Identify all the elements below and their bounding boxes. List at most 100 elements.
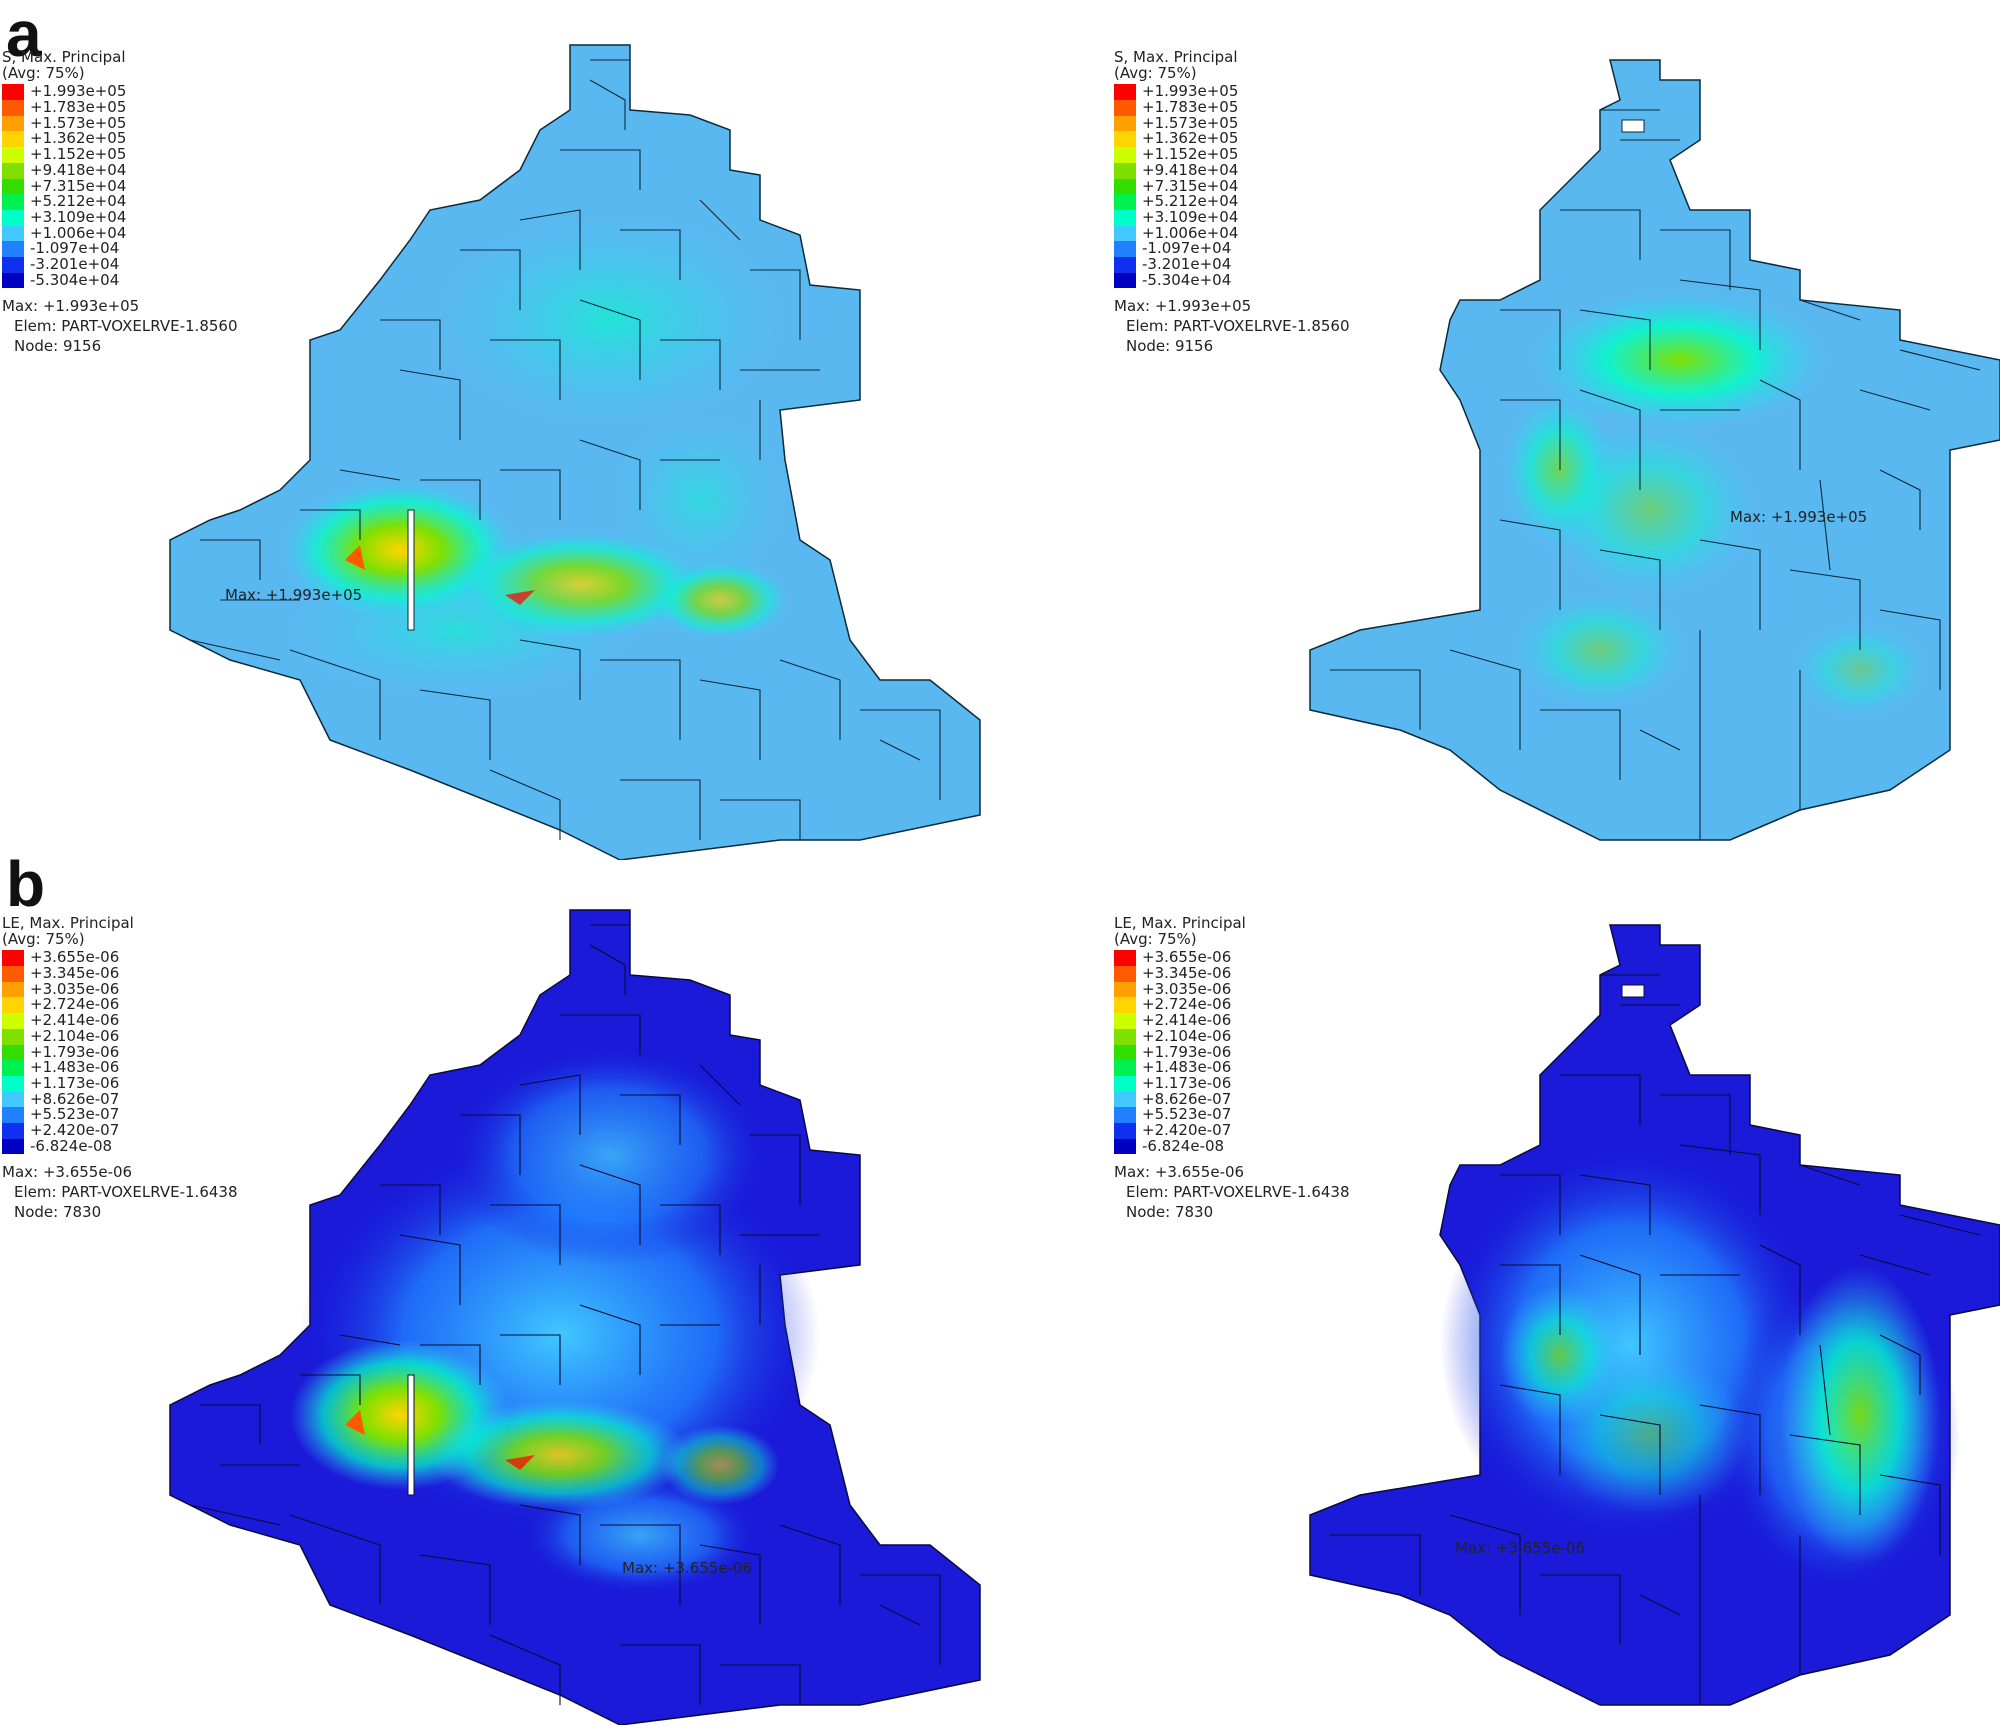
color-scale: +1.993e+05 +1.783e+05 +1.573e+05 +1.362e+05… (1114, 84, 1350, 289)
legend-avg-label: (Avg: 75%) (2, 63, 85, 82)
scale-swatch (1114, 950, 1136, 967)
scale-tick-label: -5.304e+04 (30, 270, 120, 289)
scale-tick-label: +9.418e+04 (1142, 160, 1239, 179)
scale-swatch (1114, 147, 1136, 163)
scale-swatch (1114, 131, 1136, 148)
voxel-model-a-left: Max: +1.993e+05 (160, 40, 990, 860)
scale-row: +8.626e-07 (1114, 1091, 1350, 1108)
scale-tick-label: -5.304e+04 (1142, 270, 1232, 289)
legend-elem-line: Elem: PART-VOXELRVE-1.8560 (1126, 317, 1350, 336)
scale-swatch (1114, 225, 1136, 242)
scale-swatch (1114, 84, 1136, 101)
max-marker-label: Max: +3.655e-06 (622, 1559, 752, 1577)
scale-row: +2.414e-06 (1114, 1012, 1350, 1029)
voxel-model-b-left: Max: +3.655e-06 (160, 905, 990, 1725)
scale-tick-label: +1.006e+04 (1142, 223, 1239, 242)
scale-row: +8.626e-07 (2, 1089, 238, 1108)
scale-swatch (2, 225, 24, 242)
scale-tick-label: +1.793e-06 (1142, 1042, 1232, 1061)
legend-max-line: Max: +3.655e-06 (2, 1163, 133, 1182)
color-scale: +3.655e-06 +3.345e-06 +3.035e-06 +2.724e-06… (2, 950, 238, 1155)
scale-row: +3.655e-06 (2, 950, 238, 967)
legend-elem-line: Elem: PART-VOXELRVE-1.6438 (1126, 1183, 1350, 1202)
scale-row: -6.824e-08 (1114, 1138, 1350, 1155)
scale-swatch (1114, 1091, 1136, 1108)
scale-row: +5.523e-07 (1114, 1107, 1350, 1123)
scale-tick-label: +5.212e+04 (30, 192, 127, 211)
scale-tick-label: +1.793e-06 (30, 1042, 120, 1061)
color-scale: +3.655e-06 +3.345e-06 +3.035e-06 +2.724e-06… (1114, 948, 1350, 1155)
legend-max-line: Max: +1.993e+05 (2, 297, 140, 316)
scale-swatch (1114, 241, 1136, 257)
legend-elem-line: Elem: PART-VOXELRVE-1.8560 (14, 317, 238, 336)
legend-info: Max: +1.993e+05 Elem: PART-VOXELRVE-1.85… (2, 296, 238, 356)
scale-swatch (2, 241, 24, 257)
max-marker-label: Max: +1.993e+05 (1730, 508, 1867, 526)
scale-swatch (2, 1107, 24, 1123)
scale-swatch (2, 1138, 24, 1155)
scale-tick-label: +3.655e-06 (1142, 948, 1232, 967)
scale-swatch (1114, 272, 1136, 289)
scale-row: +3.109e+04 (2, 207, 238, 226)
scale-swatch (2, 1044, 24, 1061)
max-marker-label: Max: +3.655e-06 (1455, 1539, 1585, 1557)
scale-tick-label: +5.523e-07 (1142, 1105, 1232, 1124)
legend-max-line: Max: +1.993e+05 (1114, 297, 1252, 316)
scale-tick-label: +2.104e-06 (1142, 1026, 1232, 1045)
legend-node-line: Node: 9156 (14, 337, 102, 356)
scale-row: -3.201e+04 (1114, 256, 1350, 273)
scale-row: -5.304e+04 (2, 270, 238, 289)
scale-swatch (1114, 1013, 1136, 1029)
legend-node-line: Node: 7830 (1126, 1203, 1214, 1222)
scale-swatch (1114, 178, 1136, 195)
scale-row: +1.783e+05 (2, 99, 238, 116)
legend-a-left: S, Max. Principal (Avg: 75%) +1.993e+05 +… (2, 48, 238, 356)
scale-row: +5.523e-07 (2, 1107, 238, 1123)
scale-tick-label: -1.097e+04 (1142, 239, 1232, 258)
max-marker-label: Max: +1.993e+05 (225, 586, 362, 604)
scale-row: +1.783e+05 (1114, 99, 1350, 116)
scale-row: +1.362e+05 (2, 131, 238, 148)
legend-field-label: S, Max. Principal (2, 48, 126, 66)
scale-tick-label: +1.483e-06 (1142, 1058, 1232, 1077)
scale-swatch (1114, 1138, 1136, 1155)
legend-avg-label: (Avg: 75%) (2, 929, 85, 948)
scale-row: +5.212e+04 (2, 194, 238, 210)
scale-swatch (2, 1060, 24, 1076)
panel-letter-a: a (6, 0, 42, 70)
legend-node-line: Node: 7830 (14, 1203, 102, 1222)
scale-row: +3.345e-06 (1114, 965, 1350, 982)
legend-b-left: LE, Max. Principal (Avg: 75%) +3.655e-06… (2, 915, 238, 1222)
scale-tick-label: +2.724e-06 (30, 995, 120, 1014)
scale-tick-label: +1.173e-06 (1142, 1073, 1232, 1092)
scale-swatch (2, 950, 24, 967)
scale-tick-label: +1.362e+05 (1142, 129, 1239, 148)
legend-b-right: LE, Max. Principal (Avg: 75%) +3.655e-06… (1114, 915, 1350, 1222)
legend-avg-label: (Avg: 75%) (1114, 929, 1197, 948)
scale-row: -1.097e+04 (2, 241, 238, 257)
scale-swatch (2, 209, 24, 226)
scale-tick-label: +3.109e+04 (30, 207, 127, 226)
scale-row: +2.420e-07 (1114, 1120, 1350, 1139)
scale-tick-label: +8.626e-07 (30, 1089, 120, 1108)
scale-swatch (1114, 194, 1136, 210)
scale-row: +1.483e-06 (2, 1060, 238, 1076)
scale-swatch (2, 1075, 24, 1092)
scale-tick-label: +1.006e+04 (30, 223, 127, 242)
scale-swatch (1114, 1107, 1136, 1123)
scale-swatch (2, 256, 24, 273)
scale-swatch (2, 981, 24, 998)
scale-row: -5.304e+04 (1114, 270, 1350, 289)
voxel-model-a-right: Max: +1.993e+05 (1300, 50, 2000, 860)
scale-tick-label: +2.420e-07 (1142, 1120, 1232, 1139)
scale-tick-label: +5.212e+04 (1142, 192, 1239, 211)
scale-swatch (2, 162, 24, 179)
scale-row: -1.097e+04 (1114, 241, 1350, 257)
scale-row: +1.173e-06 (1114, 1073, 1350, 1092)
scale-swatch (2, 100, 24, 116)
scale-tick-label: +7.315e+04 (1142, 176, 1239, 195)
scale-swatch (2, 1013, 24, 1029)
scale-row: +3.345e-06 (2, 965, 238, 982)
scale-row: +1.993e+05 (1114, 84, 1350, 101)
scale-row: +2.420e-07 (2, 1122, 238, 1139)
